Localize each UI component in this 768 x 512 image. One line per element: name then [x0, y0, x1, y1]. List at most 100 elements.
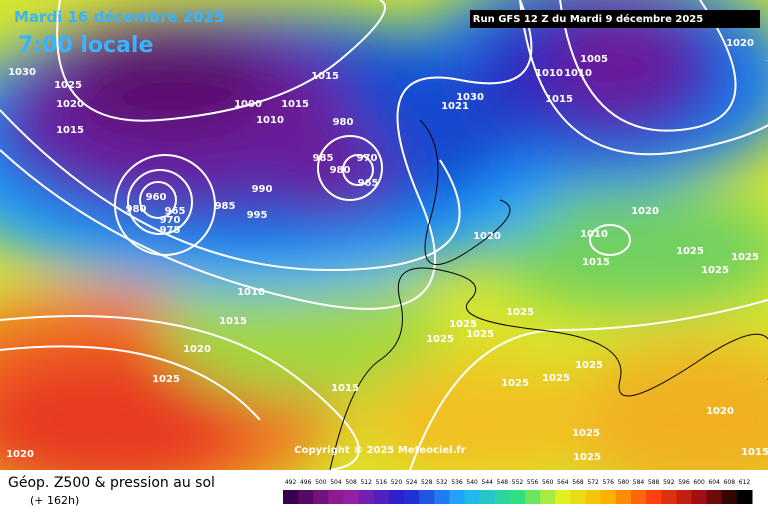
isobar-label: 1025 [676, 246, 704, 257]
isobar-label: 1025 [731, 252, 759, 263]
footer-lead: (+ 162h) [30, 494, 79, 507]
legend-swatch [721, 490, 738, 504]
isobar-label: 1020 [706, 406, 734, 417]
isobar-label: 970 [160, 215, 181, 226]
isobar-lines [0, 0, 768, 470]
isobar-label: 1020 [6, 449, 34, 460]
legend: 492 496 500 504 508 512 516 520 524 528 532 536 540 5… [283, 479, 753, 504]
isobar-label: 1025 [426, 334, 454, 345]
isobar-label: 1025 [152, 374, 180, 385]
isobar-label: 1015 [311, 71, 339, 82]
date: Mardi 16 décembre 2025 [14, 8, 225, 26]
isobar-label: 1020 [56, 99, 84, 110]
legend-label: 536 [451, 479, 463, 486]
isobar-label: 1025 [542, 373, 570, 384]
isobar-label: 1015 [582, 257, 610, 268]
legend-label: 544 [482, 479, 494, 486]
isobar-label: 1015 [281, 99, 309, 110]
isobar-label: 1025 [572, 428, 600, 439]
legend-label: 560 [542, 479, 554, 486]
isobar-label: 1010 [564, 68, 592, 79]
isobar-label: 1025 [54, 80, 82, 91]
legend-label: 552 [512, 479, 524, 486]
legend-label: 540 [466, 479, 478, 486]
legend-swatch [525, 490, 541, 504]
legend-label: 548 [497, 479, 509, 486]
run-box [470, 10, 760, 28]
isobar-label: 1025 [575, 360, 603, 371]
legend-label: 520 [391, 479, 403, 486]
legend-swatch [585, 490, 602, 504]
isobar-labels: 1030102510201015100010101015101598098598… [6, 38, 768, 463]
legend-swatch [630, 490, 647, 504]
isobar-label: 1021 [441, 101, 469, 112]
legend-swatch [646, 490, 662, 504]
legend-label: 528 [421, 479, 433, 486]
isobar-label: 1010 [256, 115, 284, 126]
isobar-label: 965 [165, 206, 186, 217]
legend-swatch [570, 490, 587, 504]
isobar-label: 965 [358, 178, 379, 189]
legend-label: 556 [527, 479, 539, 486]
legend-label: 604 [708, 479, 720, 486]
legend-label: 492 [285, 479, 297, 486]
isobar-label: 990 [252, 184, 273, 195]
legend-label: 584 [633, 479, 645, 486]
legend-label: 588 [648, 479, 660, 486]
isobar-label: 1015 [545, 94, 573, 105]
local-time: 7:00 locale [18, 33, 153, 58]
isobar-label: 1020 [473, 231, 501, 242]
legend-swatch [328, 490, 345, 504]
isobar-label: 1005 [580, 54, 608, 65]
legend-swatch [540, 490, 556, 504]
legend-label: 532 [436, 479, 448, 486]
legend-label: 504 [330, 479, 342, 486]
isobar-label: 995 [247, 210, 268, 221]
isobar-label: 1025 [573, 452, 601, 463]
isobar-label: 1025 [506, 307, 534, 318]
legend-swatch [676, 490, 692, 504]
legend-swatch [600, 490, 617, 504]
isobar-label: 1025 [701, 265, 729, 276]
legend-swatch [373, 490, 390, 504]
isobar-label: 1015 [331, 383, 359, 394]
legend-swatch [419, 490, 435, 504]
run-info: Run GFS 12 Z du Mardi 9 décembre 2025 [473, 13, 703, 25]
legend-swatch [509, 490, 526, 504]
isobar-label: 1025 [466, 329, 494, 340]
isobar-label: 1025 [501, 378, 529, 389]
footer-title: Géop. Z500 & pression au sol [8, 475, 215, 491]
legend-label: 564 [557, 479, 569, 486]
isobar-label: 1010 [535, 68, 563, 79]
legend-swatch [494, 490, 511, 504]
legend-swatch [479, 490, 496, 504]
isobar-label: 1020 [183, 344, 211, 355]
isobar-label: 1000 [234, 99, 262, 110]
legend-label: 568 [572, 479, 584, 486]
legend-swatch [388, 490, 405, 504]
legend-swatch [358, 490, 375, 504]
legend-swatch [555, 490, 571, 504]
isobar-label: 960 [146, 192, 167, 203]
legend-label: 592 [663, 479, 675, 486]
isobar-label: 980 [333, 117, 354, 128]
isobar-label: 1015 [56, 125, 84, 136]
isobar-label: 985 [215, 201, 236, 212]
legend-swatch [343, 490, 360, 504]
legend-swatch [434, 490, 450, 504]
isobar-label: 1010 [237, 287, 265, 298]
legend-swatch [283, 490, 299, 504]
legend-label: 576 [603, 479, 615, 486]
coastline [419, 119, 511, 266]
legend-label: 512 [360, 479, 372, 486]
isobar-label: 980 [126, 204, 147, 215]
legend-label: 612 [739, 479, 751, 486]
legend-label: 580 [618, 479, 630, 486]
legend-swatch [661, 490, 677, 504]
isobar-label: 980 [330, 165, 351, 176]
legend-swatch [615, 490, 632, 504]
legend-label: 596 [678, 479, 690, 486]
